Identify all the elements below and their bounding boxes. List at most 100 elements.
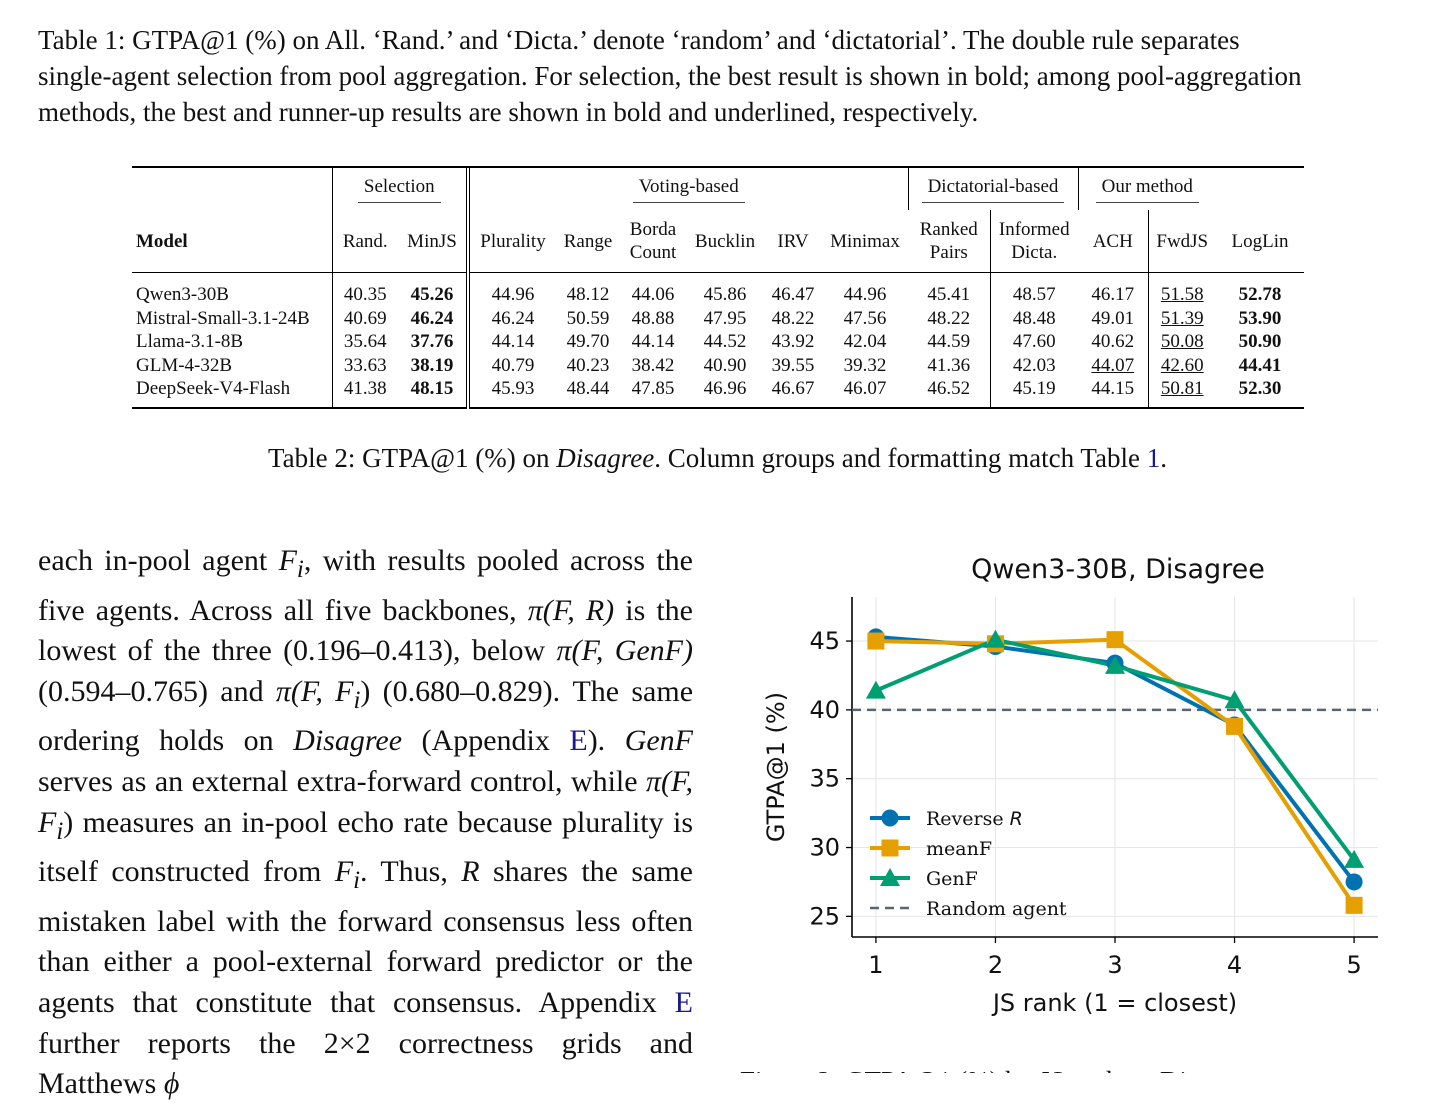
col-minjs: MinJS: [407, 230, 457, 252]
table-cell: 50.90: [1238, 331, 1282, 353]
table-cell: 44.15: [1078, 377, 1148, 409]
data-point: [1345, 873, 1363, 891]
table-cell: 42.03: [989, 353, 1078, 377]
legend-marker: [881, 809, 899, 827]
table-cell: 45.26: [410, 284, 454, 306]
col-model: Model: [136, 230, 188, 252]
y-tick-label: 40: [809, 696, 840, 724]
table-cell: 46.52: [908, 377, 990, 409]
table-cell: 47.60: [989, 330, 1078, 354]
table-cell: 46.07: [822, 377, 908, 409]
col-fwdjs: FwdJS: [1147, 210, 1216, 273]
y-axis-label: GTPA@1 (%): [762, 692, 790, 842]
model-name: Mistral-Small-3.1-24B: [136, 307, 310, 329]
table-cell: 44.06: [631, 284, 675, 306]
table-cell: 37.76: [410, 331, 454, 353]
table-cell: 49.70: [566, 331, 610, 353]
table-cell: 40.62: [1091, 331, 1135, 353]
y-tick-label: 30: [809, 834, 840, 862]
table-cell: 40.35: [331, 273, 398, 307]
table-cell: 48.88: [631, 307, 675, 329]
table-cell: 48.22: [927, 307, 971, 329]
chart-title: Qwen3-30B, Disagree: [971, 554, 1265, 585]
y-tick-label: 45: [809, 627, 840, 655]
col-minimax: Minimax: [830, 230, 900, 252]
data-point: [865, 680, 886, 699]
data-point: [1344, 849, 1365, 868]
table-cell: 46.24: [466, 306, 556, 330]
data-point: [985, 629, 1006, 648]
table-cell: 45.19: [989, 377, 1078, 409]
table-cell: 45.86: [703, 284, 747, 306]
appendix-e-link-2[interactable]: E: [674, 985, 693, 1019]
table-cell: 41.38: [331, 377, 398, 409]
table-cell: 40.69: [331, 306, 398, 330]
col-range: Range: [563, 230, 613, 252]
table-cell: 53.90: [1238, 307, 1282, 329]
group-selection: Selection: [331, 168, 468, 210]
table-cell: 44.14: [631, 331, 675, 353]
legend-label: GenF: [926, 868, 978, 890]
results-table: Selection Voting-based Dictatorial-based…: [132, 166, 1304, 409]
figure-caption: Figure 3: GTPA@1 (%) by JS rank on Disag…: [740, 1063, 1340, 1073]
table-cell: 48.12: [566, 284, 610, 306]
data-point: [1345, 896, 1363, 914]
table-cell: 44.59: [927, 331, 971, 353]
body-paragraph: each in-pool agent Fi, with results pool…: [38, 544, 694, 1101]
group-dictatorial: Dictatorial-based: [907, 168, 1078, 210]
model-name: GLM-4-32B: [136, 354, 233, 376]
table-cell: 48.22: [771, 307, 815, 329]
table-cell: 41.36: [927, 354, 971, 376]
table-cell: 44.41: [1238, 354, 1282, 376]
table-row: Llama-3.1-8B 35.64 37.76 44.14 49.70 44.14 44.…: [132, 330, 1304, 354]
y-tick-label: 25: [809, 902, 840, 930]
table-cell: 46.17: [1091, 284, 1135, 306]
table-cell: 40.79: [466, 353, 556, 377]
table-cell: 50.08: [1147, 330, 1216, 354]
table-cell: 39.55: [771, 354, 815, 376]
table-cell: 43.92: [771, 331, 815, 353]
table-cell: 51.58: [1147, 273, 1216, 307]
x-tick-label: 4: [1227, 951, 1242, 979]
legend-marker: [881, 839, 899, 857]
x-tick-label: 2: [988, 951, 1003, 979]
table-row: GLM-4-32B 33.63 38.19 40.79 40.23 38.42 40.90 3…: [132, 353, 1304, 377]
table-cell: 42.60: [1147, 353, 1216, 377]
col-ach: ACH: [1092, 230, 1133, 252]
table-ref-link[interactable]: 1: [1146, 443, 1161, 473]
table-cell: 49.01: [1091, 307, 1135, 329]
table-row: DeepSeek-V4-Flash 41.38 48.15 45.93 48.44 47.…: [132, 377, 1304, 409]
y-tick-label: 35: [809, 765, 840, 793]
table-cell: 45.93: [466, 377, 556, 409]
table-cell: 46.47: [771, 284, 815, 306]
table-cell: 47.95: [703, 307, 747, 329]
table-cell: 52.30: [1216, 377, 1304, 409]
data-point: [867, 632, 885, 650]
table-cell: 47.56: [843, 307, 887, 329]
x-tick-label: 5: [1346, 951, 1361, 979]
table-cell: 46.24: [410, 307, 454, 329]
model-name: DeepSeek-V4-Flash: [132, 377, 332, 409]
legend-label: Reverse R: [926, 808, 1023, 830]
table-cell: 48.15: [398, 377, 468, 409]
model-name: Qwen3-30B: [136, 284, 229, 306]
data-point: [1105, 655, 1125, 674]
group-ours: Our method: [1077, 168, 1216, 210]
x-tick-label: 3: [1107, 951, 1122, 979]
model-name: Llama-3.1-8B: [136, 331, 244, 353]
table-cell: 45.41: [927, 284, 971, 306]
table-cell: 44.52: [703, 331, 747, 353]
table-row: Mistral-Small-3.1-24B 40.69 46.24 46.24 50.5…: [132, 306, 1304, 330]
table-cell: 38.42: [631, 354, 675, 376]
col-ranked-pairs: Ranked Pairs: [919, 219, 978, 263]
table-cell: 40.90: [703, 354, 747, 376]
line-chart-figure: 1 2 3 4 5 25 30 35 40 45 Qwen3-30B, Disagree JS ran…: [740, 540, 1400, 1073]
table-cell: 42.04: [843, 331, 887, 353]
col-borda: Borda Count: [629, 219, 677, 263]
x-tick-label: 1: [868, 951, 883, 979]
x-axis-label: JS rank (1 = closest): [991, 989, 1237, 1017]
table-cell: 52.78: [1238, 284, 1282, 306]
table-cell: 35.64: [331, 330, 398, 354]
appendix-e-link[interactable]: E: [569, 724, 588, 758]
